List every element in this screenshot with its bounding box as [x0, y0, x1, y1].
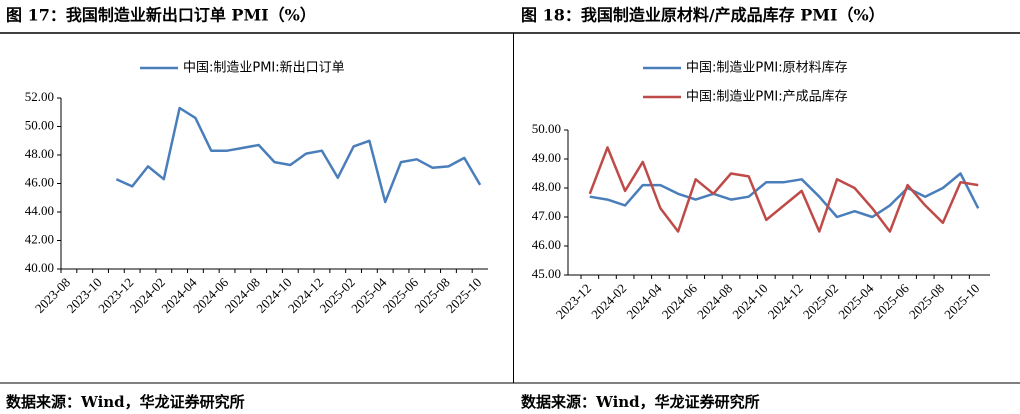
y-tick-label: 47.00 [532, 208, 561, 223]
y-tick-label: 49.00 [532, 150, 561, 165]
x-tick-label: 2024-10 [729, 281, 770, 322]
y-tick-label: 50.00 [25, 117, 54, 132]
source-note: 数据来源：Wind，华龙证券研究所 [6, 393, 245, 411]
x-tick-label: 2025-02 [800, 281, 841, 322]
x-tick-label: 2025-10 [941, 281, 982, 322]
x-tick-label: 2025-08 [906, 281, 947, 322]
legend-label: 中国:制造业PMI:产成品库存 [686, 89, 848, 105]
source-note: 数据来源：Wind，华龙证券研究所 [521, 393, 760, 411]
y-tick-label: 42.00 [25, 231, 54, 246]
x-tick-label: 2024-04 [623, 280, 665, 322]
x-tick-label: 2025-06 [871, 280, 913, 322]
y-tick-label: 50.00 [532, 121, 561, 136]
y-tick-label: 46.00 [25, 174, 54, 189]
series-line [588, 146, 979, 233]
y-tick-label: 44.00 [25, 203, 54, 218]
y-tick-label: 45.00 [532, 266, 561, 281]
x-tick-label: 2024-12 [765, 281, 806, 322]
y-tick-label: 48.00 [25, 146, 54, 161]
x-tick-label: 2024-02 [588, 281, 629, 322]
x-tick-label: 2024-08 [694, 281, 735, 322]
legend-label: 中国:制造业PMI:原材料库存 [686, 60, 848, 76]
y-tick-label: 46.00 [532, 237, 561, 252]
x-tick-label: 2023-12 [553, 281, 594, 322]
series-line [115, 106, 482, 204]
legend-label: 中国:制造业PMI:新出口订单 [183, 60, 345, 76]
series-line [589, 172, 980, 219]
x-tick-label: 2025-10 [443, 275, 484, 316]
chart-title: 图 18：我国制造业原材料/产成品库存 PMI（%） [521, 6, 885, 25]
y-tick-label: 48.00 [532, 179, 561, 194]
x-tick-label: 2025-04 [835, 280, 877, 322]
y-tick-label: 52.00 [25, 89, 54, 104]
x-tick-label: 2024-06 [659, 280, 701, 322]
chart-title: 图 17：我国制造业新出口订单 PMI（%） [6, 6, 316, 25]
y-tick-label: 40.00 [25, 260, 54, 275]
